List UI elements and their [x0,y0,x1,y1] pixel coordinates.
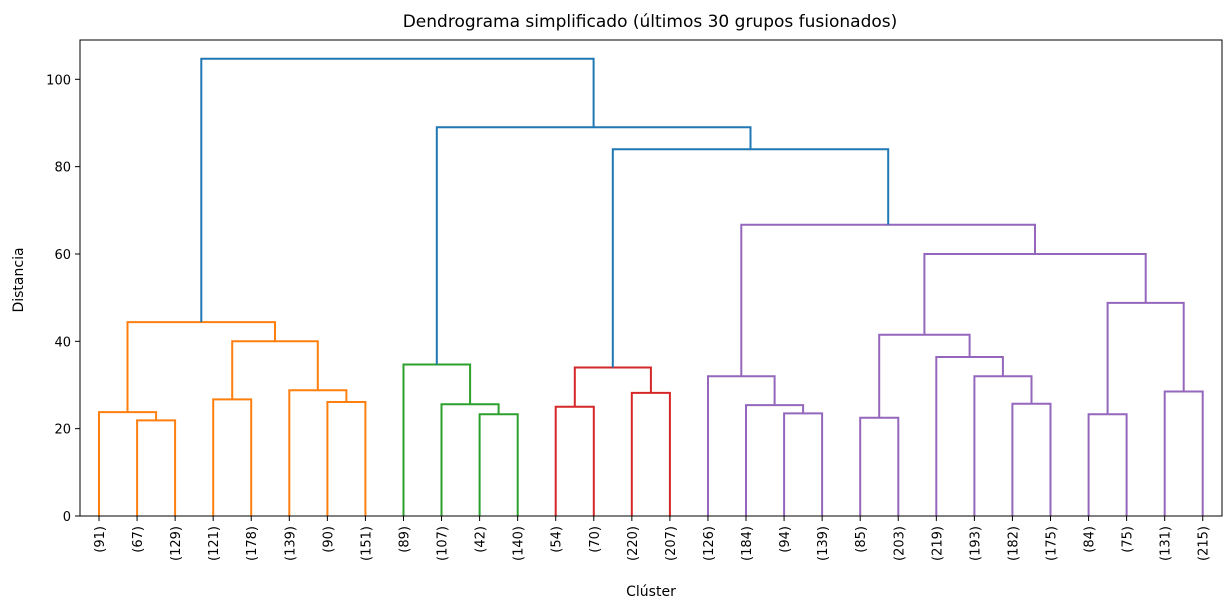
x-tick-label: (129) [169,526,184,561]
y-axis-ticks: 0 20 40 60 80 100 [46,73,80,525]
dendrogram-link [1106,301,1185,415]
plot-frame [79,39,1223,517]
x-tick-label: (139) [283,526,298,561]
x-tick-label: (178) [245,526,260,561]
dendrogram-link [973,375,1033,516]
x-tick-label: (54) [550,526,565,553]
y-axis-label: Distancia [11,247,27,312]
x-tick-label: (85) [854,526,869,553]
dendrogram-link [402,363,472,516]
dendrogram-link [630,391,671,516]
x-tick-label: (207) [664,526,679,561]
dendrogram-link [611,148,890,368]
x-tick-label: (107) [436,526,451,561]
dendrogram-link [440,403,500,516]
x-tick-label: (140) [512,526,527,561]
x-tick-label: (67) [131,526,146,553]
dendrogram-link [126,321,276,413]
dendrogram-link [859,416,900,516]
dendrogram-link [923,253,1147,335]
dendrogram-link [935,356,1004,516]
dendrogram-link [1087,413,1128,516]
dendrogram-link [136,419,177,516]
x-tick-label: (90) [321,526,336,553]
dendrogram-link [783,412,824,516]
x-tick-label: (91) [93,526,108,553]
x-tick-label: (151) [359,526,374,561]
x-tick-label: (121) [207,526,222,561]
dendrogram-link [573,366,652,407]
dendrogram-link [98,411,158,516]
y-tick-label: 40 [54,335,71,350]
x-tick-label: (139) [816,526,831,561]
dendrogram-link [288,389,348,516]
x-tick-label: (126) [702,526,717,561]
x-tick-label: (215) [1197,526,1212,561]
x-tick-label: (89) [398,526,413,553]
x-tick-label: (70) [588,526,603,553]
y-tick-label: 20 [54,423,71,438]
x-tick-label: (184) [740,526,755,561]
y-tick-label: 0 [63,510,71,525]
dendrogram-link [554,405,595,516]
x-tick-label: (193) [968,526,983,561]
x-tick-label: (131) [1159,526,1174,561]
y-tick-label: 80 [54,161,71,176]
dendrogram-link [878,333,971,418]
x-tick-label: (220) [626,526,641,561]
chart-title: Dendrograma simplificado (últimos 30 gru… [403,12,898,32]
x-tick-label: (75) [1121,526,1136,553]
dendrogram-link [740,223,1036,377]
x-tick-label: (219) [930,526,945,561]
x-tick-label: (175) [1045,526,1060,561]
dendrogram-link [200,57,595,323]
dendrogram-link [1163,390,1204,516]
x-tick-label: (84) [1083,526,1098,553]
dendrogram-links [98,57,1204,516]
dendrogram-link [478,413,519,516]
dendrogram-link [1011,402,1052,516]
dendrogram-link [212,398,253,516]
dendrogram-link [745,404,805,516]
x-tick-label: (94) [778,526,793,553]
dendrogram-link [707,375,776,516]
dendrogram-link [326,401,367,516]
x-axis-label: Clúster [626,584,676,600]
x-tick-label: (42) [474,526,489,553]
dendrogram-link [435,126,752,365]
x-tick-label: (182) [1006,526,1021,561]
x-axis-ticks: (91) (67) (129) (121) (178) (139) (90) (151) (89… [93,516,1212,561]
y-tick-label: 60 [54,248,71,263]
y-tick-label: 100 [46,73,71,88]
x-tick-label: (203) [892,526,907,561]
